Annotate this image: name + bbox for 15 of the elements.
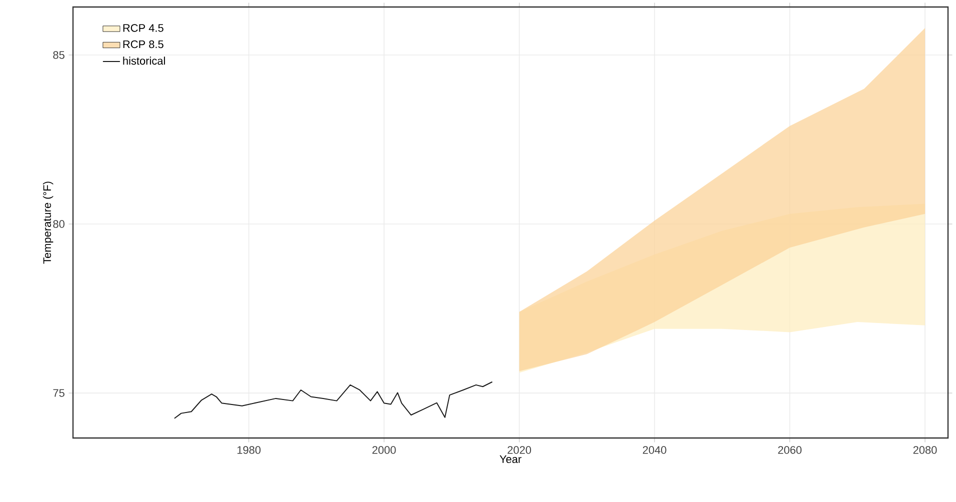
x-tick-label: 2000 <box>372 446 396 454</box>
y-tick-label: 85 <box>53 51 64 59</box>
legend-label: RCP 8.5 <box>123 40 164 48</box>
x-tick-label: 2060 <box>778 446 802 454</box>
x-tick-label: 1980 <box>237 446 261 454</box>
x-tick-label: 2080 <box>913 446 937 454</box>
x-tick-label: 2040 <box>642 446 666 454</box>
y-axis-title: Temperature (°F) <box>42 182 54 264</box>
line-series <box>174 381 493 419</box>
x-tick-label: 2020 <box>508 446 532 454</box>
y-tick-label: 75 <box>53 389 64 397</box>
legend-label: RCP 4.5 <box>123 24 164 32</box>
x-axis-title: Year <box>500 455 522 464</box>
legend-label: historical <box>123 56 165 65</box>
y-tick-label: 80 <box>53 220 64 228</box>
